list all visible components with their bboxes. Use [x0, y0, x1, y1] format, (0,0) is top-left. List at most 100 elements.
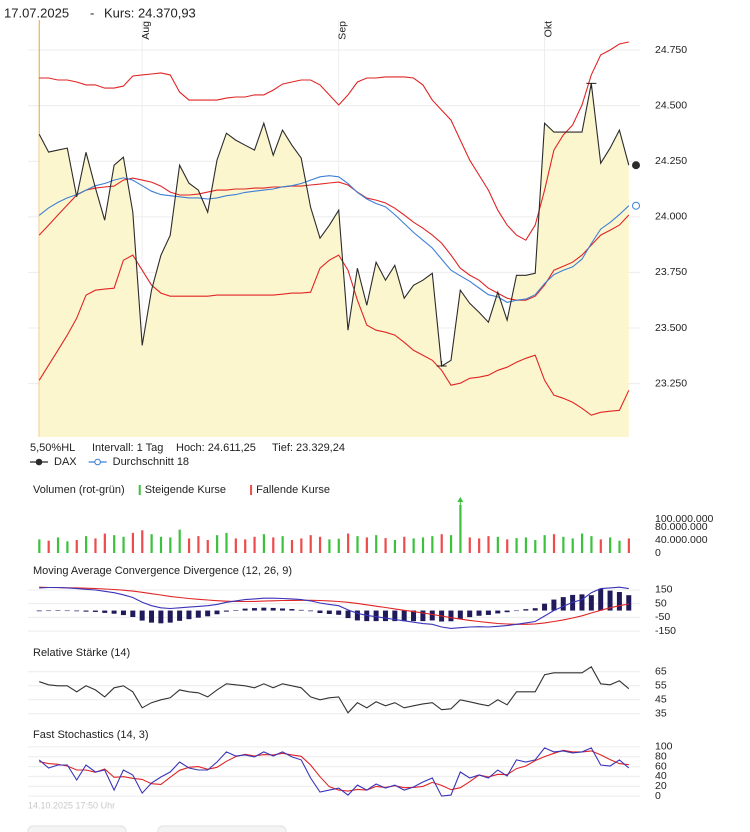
bar [524, 537, 528, 553]
bar [47, 540, 50, 553]
histogram-bar [485, 610, 491, 615]
histogram-bar [195, 610, 201, 618]
histogram-bar [270, 607, 276, 611]
bar [459, 505, 462, 553]
header-separator: - [90, 5, 94, 20]
histogram-bar [280, 608, 286, 611]
histogram-bar [504, 610, 510, 613]
bar [328, 539, 331, 553]
histogram-bar [289, 609, 295, 611]
overflow-arrowhead [457, 497, 464, 502]
info-text: Intervall: 1 Tag [92, 442, 163, 454]
bar [150, 534, 153, 553]
histogram-bar [55, 610, 61, 611]
histogram-bar [251, 608, 257, 611]
bar [365, 537, 368, 553]
bar [515, 538, 518, 553]
y-tick-label: 24.750 [655, 44, 687, 56]
bar [66, 541, 69, 553]
histogram-bar [616, 592, 622, 611]
bar [580, 533, 584, 553]
bar [421, 537, 425, 553]
histogram-bar [495, 610, 501, 614]
histogram-bar [139, 610, 145, 621]
y-tick-label: 23.500 [655, 322, 687, 334]
histogram-bar [560, 597, 566, 611]
histogram-bar [598, 588, 604, 611]
y-tick-label: 55 [655, 680, 667, 692]
legend-label: Fallende Kurse [256, 484, 330, 496]
histogram-bar [448, 610, 454, 622]
histogram-bar [233, 610, 239, 611]
button[interactable] [157, 825, 287, 832]
line [39, 749, 629, 792]
histogram-bar [626, 595, 632, 611]
legend-label: DAX [54, 456, 77, 468]
y-tick-label: 23.750 [655, 266, 687, 278]
y-tick-label: 150 [655, 584, 673, 596]
bar [356, 536, 359, 553]
end-marker [632, 161, 640, 170]
y-tick-label: 24.250 [655, 155, 687, 167]
panel-title: Volumen (rot-grün) [33, 484, 125, 496]
histogram-bar [382, 610, 388, 622]
histogram-bar [83, 610, 89, 612]
bar [281, 536, 284, 553]
footer-timestamp: 14.10.2025 17:50 Uhr [28, 800, 115, 810]
histogram-bar [102, 610, 108, 613]
bar [384, 538, 387, 553]
bar [197, 536, 200, 553]
bar [309, 535, 312, 553]
bar [627, 538, 630, 553]
bar [272, 537, 275, 553]
line [39, 586, 629, 625]
y-tick-label: 50 [655, 597, 667, 609]
histogram-bar [420, 610, 426, 622]
bar [552, 534, 556, 553]
bar [38, 539, 41, 553]
histogram-bar [523, 609, 529, 611]
info-text: Tief: 23.329,24 [272, 442, 345, 454]
y-tick-label: 0 [655, 547, 661, 559]
bar [253, 536, 256, 553]
histogram-bar [186, 610, 192, 620]
histogram-bar [308, 610, 314, 612]
histogram-bar [46, 610, 52, 612]
y-tick-label: 100 [655, 741, 673, 753]
line [39, 586, 629, 629]
y-tick-label: 24.000 [655, 211, 687, 223]
y-tick-label: 40.000.000 [655, 534, 708, 546]
line [39, 41, 629, 241]
histogram-bar [158, 610, 164, 624]
panel-title: Fast Stochastics (14, 3) [33, 729, 149, 741]
histogram-bar [92, 610, 98, 612]
bar [206, 540, 209, 553]
bar [159, 536, 163, 553]
histogram-bar [457, 610, 463, 620]
histogram-bar [336, 610, 342, 615]
bar [318, 536, 322, 553]
bar [440, 534, 443, 553]
y-tick-label: 80.000.000 [655, 521, 708, 533]
histogram-bar [214, 610, 220, 615]
y-tick-label: 100.000.000 [655, 513, 714, 525]
bar [431, 536, 434, 553]
y-tick-label: 24.500 [655, 99, 687, 111]
histogram-bar [317, 610, 323, 614]
bar [562, 536, 565, 553]
x-tick-label: Sep [336, 21, 348, 40]
button[interactable] [27, 825, 127, 832]
histogram-bar [223, 610, 229, 612]
histogram-bar [532, 608, 538, 611]
bar [141, 530, 144, 553]
y-tick-label: 80 [655, 751, 667, 763]
bar [85, 536, 88, 553]
histogram-bar [298, 609, 304, 611]
bar [103, 533, 106, 553]
area [39, 83, 629, 438]
bar [347, 533, 350, 553]
bar [543, 535, 546, 553]
extreme-marker [436, 361, 447, 367]
y-tick-label: -50 [655, 611, 670, 623]
histogram-bar [373, 610, 379, 622]
